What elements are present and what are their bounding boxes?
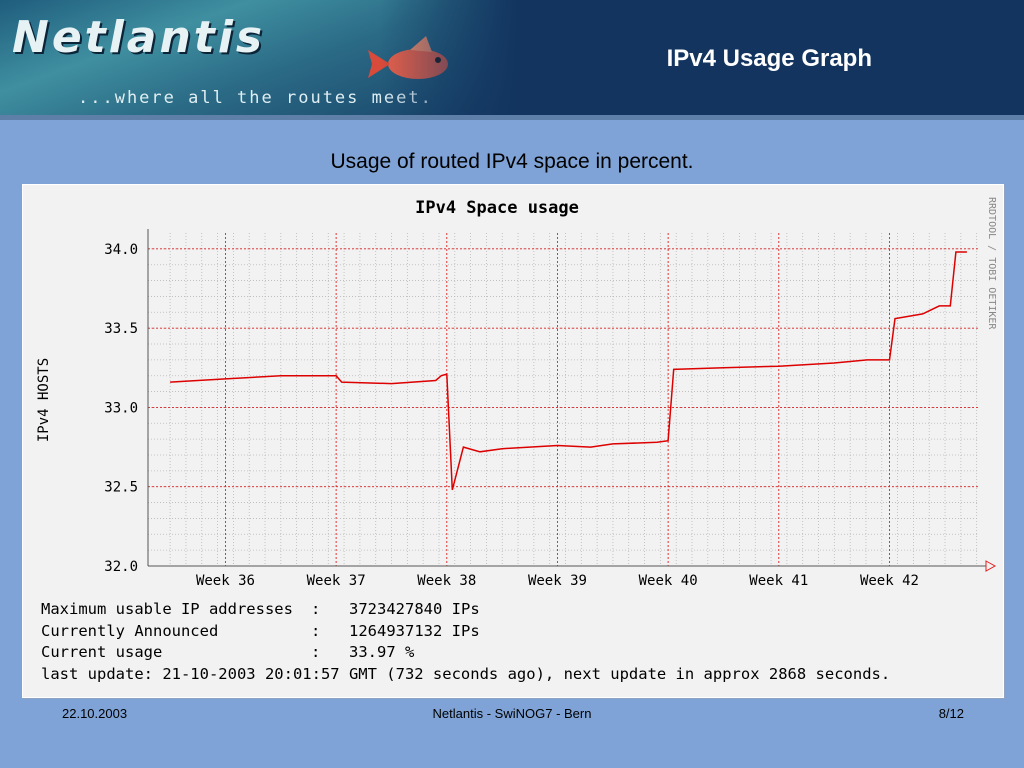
page-number: 8/12 (938, 706, 964, 721)
x-tick-labels: Week 36 Week 37 Week 38 Week 39 Week 40 Week … (196, 573, 919, 589)
fish-icon (368, 36, 448, 79)
y-tick-labels: 34.0 33.5 33.0 32.5 32.0 (104, 242, 138, 575)
chart-title: IPv4 Space usage (415, 198, 579, 218)
slide-title: IPv4 Usage Graph (666, 45, 872, 72)
usage-series-line (170, 251, 967, 491)
stat-label: Maximum usable IP addresses (41, 600, 293, 618)
major-grid (148, 233, 978, 567)
y-axis-label: IPv4 HOSTS (36, 358, 52, 442)
stat-row-usage: Current usage:33.97 % (41, 642, 890, 664)
banner-artwork: Netlantis ...where all the routes meet. (0, 0, 520, 120)
tagline: ...where all the routes meet. (78, 88, 433, 108)
footer-center-text: Netlantis - SwiNOG7 - Bern (432, 706, 592, 721)
stat-label: Currently Announced (41, 621, 219, 640)
stat-row-max: Maximum usable IP addresses:3723427840 I… (41, 599, 890, 621)
stat-value: 3723427840 IPs (349, 600, 480, 618)
x-tick-label: Week 38 (417, 573, 476, 589)
x-tick-label: Week 40 (639, 573, 698, 589)
y-tick-label: 33.0 (104, 400, 138, 416)
rrdtool-watermark: RRDTOOL / TOBI OETIKER (986, 197, 997, 330)
stat-value: 33.97 % (349, 643, 415, 661)
minor-grid (148, 233, 978, 567)
y-tick-label: 33.5 (104, 321, 138, 337)
y-tick-label: 34.0 (104, 242, 138, 258)
footer-date: 22.10.2003 (62, 706, 128, 721)
stat-label: Current usage (41, 643, 163, 661)
axes (147, 229, 997, 572)
x-tick-label: Week 36 (196, 573, 255, 589)
rrd-chart: IPv4 Space usage IPv4 HOSTS RRDTOOL / TO… (36, 197, 997, 589)
footer: 22.10.2003 Netlantis - SwiNOG7 - Bern 8/… (0, 703, 1024, 727)
last-update-text: last update: 21-10-2003 20:01:57 GMT (73… (41, 664, 891, 683)
x-tick-label: Week 42 (860, 573, 919, 589)
y-tick-label: 32.0 (104, 559, 138, 575)
chart-subtitle: Usage of routed IPv4 space in percent. (330, 150, 694, 173)
stat-row-announced: Currently Announced:1264937132 IPs (41, 621, 890, 643)
banner-divider (0, 115, 1024, 120)
header-banner: Netlantis ...where all the routes meet. … (0, 0, 1024, 120)
logo: Netlantis (12, 12, 266, 63)
x-tick-label: Week 41 (749, 573, 808, 589)
stats-block: Maximum usable IP addresses:3723427840 I… (41, 599, 890, 685)
stat-value: 1264937132 IPs (349, 621, 480, 640)
y-tick-label: 32.5 (104, 480, 138, 496)
x-axis-arrow (985, 560, 997, 572)
x-tick-label: Week 37 (307, 573, 366, 589)
x-tick-label: Week 39 (528, 573, 587, 589)
chart-panel: IPv4 Space usage IPv4 HOSTS RRDTOOL / TO… (22, 184, 1004, 698)
